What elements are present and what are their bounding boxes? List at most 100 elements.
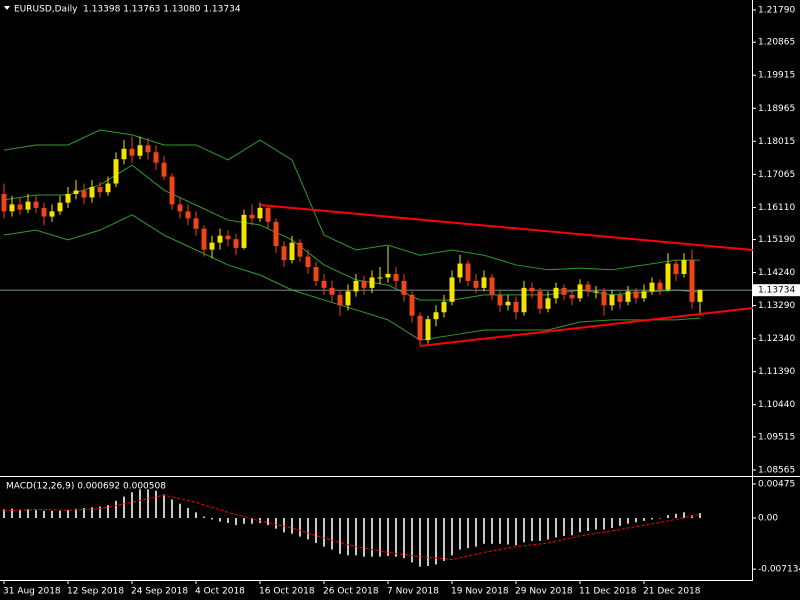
candle-body <box>481 277 487 288</box>
candle-body <box>49 211 55 217</box>
candle-body <box>569 294 575 299</box>
macd-bar <box>323 518 325 547</box>
candle-body <box>305 256 311 268</box>
chart-title: EURUSD,Daily 1.13398 1.13763 1.13080 1.1… <box>14 5 241 15</box>
bollinger-lower <box>3 214 701 341</box>
macd-bar <box>83 507 85 519</box>
y-tick-label: 1.18015 <box>758 137 795 147</box>
candle-body <box>641 291 647 299</box>
y-tick-label: 1.15190 <box>758 235 795 245</box>
macd-bar <box>19 509 21 519</box>
macd-bar <box>43 510 45 519</box>
y-tick-label: 0.00475 <box>758 480 795 490</box>
macd-bar <box>611 518 613 529</box>
candle-body <box>561 287 567 295</box>
macd-bar <box>459 518 461 550</box>
macd-bar <box>363 518 365 557</box>
candle-body <box>617 294 623 302</box>
candle-body <box>321 280 327 288</box>
menu-arrow[interactable] <box>4 6 10 10</box>
macd-bar <box>251 518 253 524</box>
macd-bar <box>331 518 333 550</box>
candle-body <box>425 319 431 341</box>
macd-bar <box>411 518 413 563</box>
candle-body <box>257 207 263 219</box>
macd-bar <box>555 518 557 538</box>
macd-bar <box>339 518 341 554</box>
macd-bar <box>131 492 133 519</box>
macd-signal <box>3 494 701 561</box>
macd-bar <box>59 510 61 519</box>
macd-bar <box>683 512 685 519</box>
candle-body <box>593 291 599 293</box>
candle-body <box>353 280 359 292</box>
macd-bar <box>627 518 629 524</box>
candle-body <box>193 218 199 229</box>
macd-bar <box>451 518 453 556</box>
candle-body <box>209 242 215 250</box>
candle-body <box>249 214 255 219</box>
x-tick-label: 21 Dec 2018 <box>643 587 701 597</box>
candle-body <box>281 246 287 261</box>
candle-body <box>393 273 399 281</box>
candle-body <box>457 263 463 278</box>
candle-body <box>121 148 127 160</box>
macd-bar <box>475 518 477 547</box>
candle-body <box>513 301 519 313</box>
y-tick-label: 1.18965 <box>758 104 795 114</box>
candle-body <box>385 273 391 278</box>
macd-bar <box>179 503 181 519</box>
candle-body <box>673 263 679 274</box>
macd-bar <box>539 518 541 541</box>
macd-bar <box>379 518 381 557</box>
macd-bar <box>395 518 397 557</box>
y-tick-label: 1.11390 <box>758 367 795 377</box>
macd-bar <box>523 518 525 543</box>
candle-body <box>465 263 471 281</box>
macd-bar <box>507 518 509 545</box>
macd-bar <box>51 510 53 519</box>
y-tick-label: 1.08565 <box>758 465 795 475</box>
y-tick-label: 0.00 <box>758 514 778 524</box>
candle-body <box>489 277 495 295</box>
candle-body <box>505 301 511 306</box>
candle-body <box>625 291 631 302</box>
candle-body <box>57 202 63 212</box>
candle-body <box>609 294 615 306</box>
candle-body <box>1 193 7 212</box>
candle-body <box>137 145 143 156</box>
candle-body <box>657 282 663 290</box>
candle-body <box>313 267 319 281</box>
macd-bar <box>371 518 373 557</box>
candle-body <box>233 239 239 248</box>
macd-bar <box>515 518 517 546</box>
macd-bar <box>211 518 213 520</box>
candle-body <box>217 235 223 243</box>
macd-bar <box>123 496 125 519</box>
macd-bar <box>195 512 197 519</box>
macd-bar <box>163 494 165 519</box>
candle-body <box>337 294 343 306</box>
macd-bar <box>443 518 445 561</box>
x-tick-label: 29 Nov 2018 <box>515 587 573 597</box>
macd-bar <box>659 518 661 519</box>
candle-body <box>329 287 335 295</box>
macd-bar <box>67 510 69 519</box>
candle-body <box>697 290 703 302</box>
candle-body <box>433 312 439 320</box>
candle-body <box>553 287 559 299</box>
candle-body <box>9 204 15 212</box>
candle-body <box>361 280 367 288</box>
macd-bar <box>355 518 357 556</box>
macd-bar <box>571 518 573 536</box>
bollinger-upper <box>3 129 700 271</box>
macd-bar <box>643 518 645 521</box>
candle-body <box>17 204 23 210</box>
candle-body <box>33 201 39 208</box>
candle-body <box>521 287 527 313</box>
y-tick-label: 1.16110 <box>758 203 795 213</box>
macd-bar <box>299 518 301 537</box>
y-tick-label: 1.12340 <box>758 334 795 344</box>
macd-bar <box>243 518 245 524</box>
